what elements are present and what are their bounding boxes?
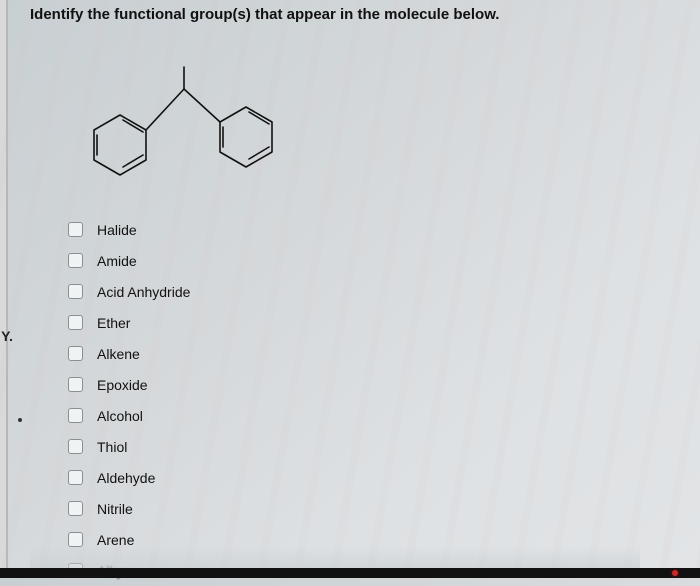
checkbox-amide[interactable] [68, 253, 83, 268]
checkbox-alcohol[interactable] [68, 408, 83, 423]
option-row-arene: Arene [68, 524, 680, 555]
option-label-halide: Halide [97, 222, 137, 238]
option-label-aldehyde: Aldehyde [97, 470, 155, 486]
option-label-alkene: Alkene [97, 346, 140, 362]
speck-dot [18, 418, 22, 422]
side-marker: Y. [0, 328, 14, 344]
option-label-arene: Arene [97, 532, 134, 548]
checkbox-acid-anhydride[interactable] [68, 284, 83, 299]
option-row-nitrile: Nitrile [68, 493, 680, 524]
checkbox-arene[interactable] [68, 532, 83, 547]
option-row-alcohol: Alcohol [68, 400, 680, 431]
option-label-nitrile: Nitrile [97, 501, 133, 517]
option-row-acid-anhydride: Acid Anhydride [68, 276, 680, 307]
option-row-halide: Halide [68, 214, 680, 245]
option-label-amide: Amide [97, 253, 137, 269]
molecule-svg [60, 49, 290, 189]
option-label-ether: Ether [97, 315, 130, 331]
option-label-thiol: Thiol [97, 439, 127, 455]
question-panel: Identify the functional group(s) that ap… [30, 6, 680, 586]
checkbox-thiol[interactable] [68, 439, 83, 454]
question-text: Identify the functional group(s) that ap… [30, 6, 680, 23]
option-row-aldehyde: Aldehyde [68, 462, 680, 493]
checkbox-halide[interactable] [68, 222, 83, 237]
option-row-thiol: Thiol [68, 431, 680, 462]
checkbox-epoxide[interactable] [68, 377, 83, 392]
monitor-bezel-bottom [0, 568, 700, 578]
option-label-acid-anhydride: Acid Anhydride [97, 284, 190, 300]
molecule-structure [30, 37, 680, 214]
left-rail [0, 0, 8, 578]
checkbox-alkene[interactable] [68, 346, 83, 361]
checkbox-aldehyde[interactable] [68, 470, 83, 485]
option-row-epoxide: Epoxide [68, 369, 680, 400]
option-label-epoxide: Epoxide [97, 377, 148, 393]
options-list: Halide Amide Acid Anhydride Ether Alkene Epox… [30, 214, 680, 586]
option-row-alkene: Alkene [68, 338, 680, 369]
checkbox-ether[interactable] [68, 315, 83, 330]
checkbox-nitrile[interactable] [68, 501, 83, 516]
option-row-ether: Ether [68, 307, 680, 338]
option-label-alcohol: Alcohol [97, 408, 143, 424]
option-row-amide: Amide [68, 245, 680, 276]
